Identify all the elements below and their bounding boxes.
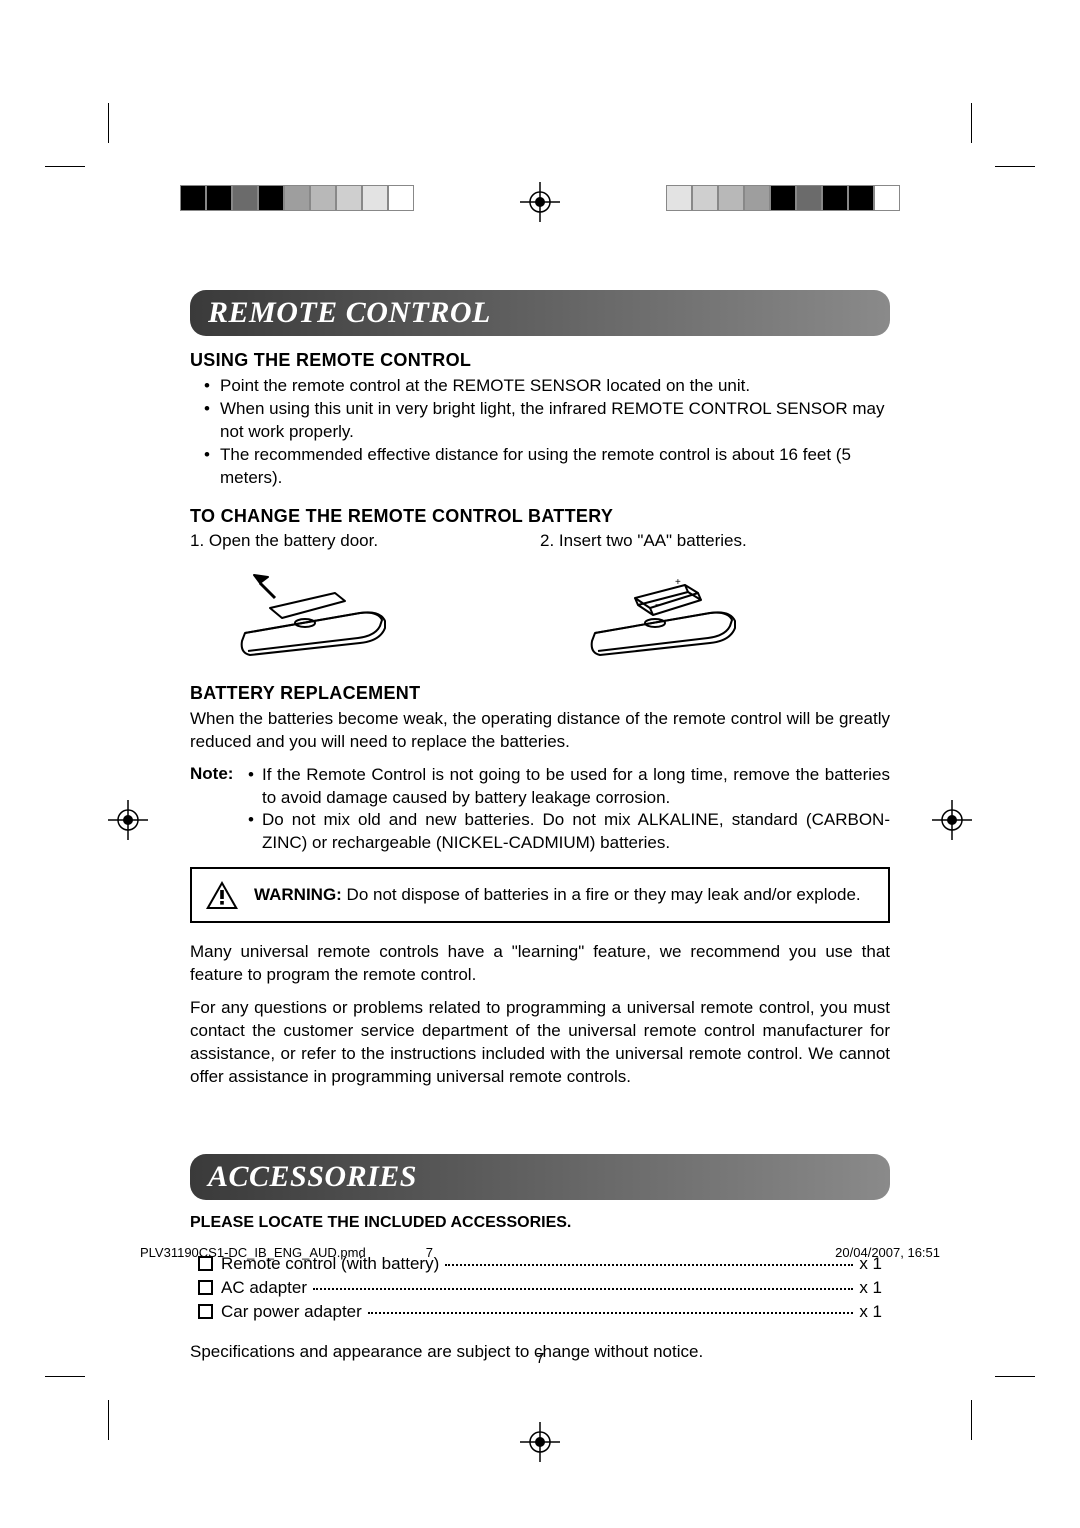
color-bar-right	[666, 185, 900, 211]
section-title-remote: REMOTE CONTROL	[208, 296, 491, 329]
registration-mark-right	[932, 800, 972, 840]
note-item: If the Remote Control is not going to be…	[248, 764, 890, 810]
section-header-remote: REMOTE CONTROL	[190, 290, 890, 336]
universal-para-1: Many universal remote controls have a "l…	[190, 941, 890, 987]
using-bullet: When using this unit in very bright ligh…	[190, 398, 890, 444]
diagram-insert-batteries: + −	[580, 563, 760, 658]
accessory-qty: x 1	[859, 1302, 882, 1322]
subhead-using: USING THE REMOTE CONTROL	[190, 350, 890, 371]
checkbox-icon	[198, 1304, 213, 1319]
subhead-change-battery: TO CHANGE THE REMOTE CONTROL BATTERY	[190, 506, 890, 527]
svg-text:+: +	[675, 577, 681, 588]
color-bar-left	[180, 185, 414, 211]
footer-datetime: 20/04/2007, 16:51	[835, 1245, 940, 1260]
using-bullet: The recommended effective distance for u…	[190, 444, 890, 490]
warning-text: WARNING: Do not dispose of batteries in …	[254, 885, 861, 905]
battery-steps: 1. Open the battery door. 2. Insert two …	[190, 531, 890, 663]
registration-mark-left	[108, 800, 148, 840]
registration-mark-bottom	[520, 1422, 560, 1462]
accessory-item: AC adapter x 1	[198, 1278, 882, 1298]
page-content: REMOTE CONTROL USING THE REMOTE CONTROL …	[190, 290, 890, 1362]
accessories-list: Remote control (with battery) x 1 AC ada…	[198, 1254, 882, 1322]
note-item: Do not mix old and new batteries. Do not…	[248, 809, 890, 855]
footer: PLV31190CS1-DC_IB_ENG_AUD.pmd 7 20/04/20…	[140, 1245, 940, 1260]
replacement-intro: When the batteries become weak, the oper…	[190, 708, 890, 754]
checkbox-icon	[198, 1280, 213, 1295]
section-title-accessories: ACCESSORIES	[208, 1160, 417, 1193]
svg-text:−: −	[655, 600, 661, 611]
footer-filename: PLV31190CS1-DC_IB_ENG_AUD.pmd	[140, 1245, 366, 1260]
page-number: 7	[190, 1350, 890, 1367]
leader-dots	[368, 1312, 854, 1314]
leader-dots	[313, 1288, 853, 1290]
accessory-label: AC adapter	[221, 1278, 307, 1298]
accessory-qty: x 1	[859, 1278, 882, 1298]
subhead-replacement: BATTERY REPLACEMENT	[190, 683, 890, 704]
step-2-label: 2. Insert two "AA" batteries.	[540, 531, 890, 551]
accessory-item: Car power adapter x 1	[198, 1302, 882, 1322]
warning-box: WARNING: Do not dispose of batteries in …	[190, 867, 890, 923]
step-1-label: 1. Open the battery door.	[190, 531, 540, 551]
note-block: Note: If the Remote Control is not going…	[190, 764, 890, 856]
using-bullets: Point the remote control at the REMOTE S…	[190, 375, 890, 490]
warning-icon	[204, 879, 240, 911]
leader-dots	[445, 1264, 853, 1266]
accessories-intro: PLEASE LOCATE THE INCLUDED ACCESSORIES.	[190, 1214, 890, 1232]
footer-page: 7	[426, 1245, 433, 1260]
universal-para-2: For any questions or problems related to…	[190, 997, 890, 1089]
section-header-accessories: ACCESSORIES	[190, 1154, 890, 1200]
note-label: Note:	[190, 764, 248, 856]
diagram-open-door	[230, 563, 410, 658]
accessory-label: Car power adapter	[221, 1302, 362, 1322]
using-bullet: Point the remote control at the REMOTE S…	[190, 375, 890, 398]
registration-mark-top	[520, 182, 560, 222]
